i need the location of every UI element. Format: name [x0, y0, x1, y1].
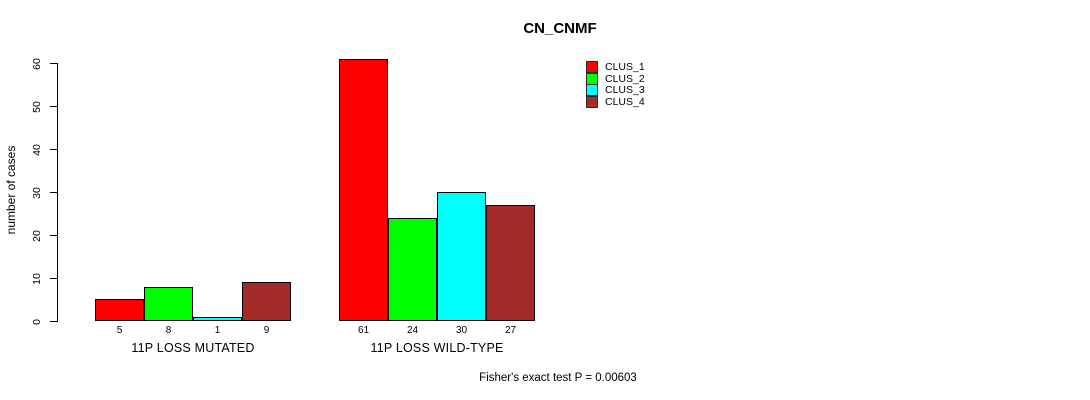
- y-tick-mark: [50, 321, 57, 322]
- legend-swatch-icon: [586, 61, 598, 73]
- bar-value-label: 5: [116, 325, 123, 336]
- bar-value-label: 1: [214, 325, 221, 336]
- bar-value-label: 9: [263, 325, 270, 336]
- legend-swatch-icon: [586, 96, 598, 109]
- category-label: 11P LOSS WILD-TYPE: [370, 341, 504, 355]
- y-tick-mark: [50, 149, 57, 150]
- bar-clus_2-2: [388, 218, 437, 321]
- bar-clus_2-1: [144, 287, 193, 321]
- legend-label: CLUS_1: [605, 61, 645, 73]
- footnote-text: Fisher's exact test P = 0.00603: [479, 372, 637, 384]
- legend-item-clus_1: CLUS_1: [586, 61, 645, 73]
- y-tick-mark: [50, 106, 57, 107]
- legend-item-clus_3: CLUS_3: [586, 84, 645, 97]
- chart-title: CN_CNMF: [523, 20, 597, 37]
- legend-item-clus_4: CLUS_4: [586, 96, 645, 109]
- y-tick-mark: [50, 278, 57, 279]
- y-axis-label: number of cases: [4, 145, 18, 235]
- y-tick-mark: [50, 235, 57, 236]
- y-tick-label: 50: [31, 100, 43, 113]
- y-tick-mark: [50, 192, 57, 193]
- bar-value-label: 61: [357, 325, 370, 336]
- bar-value-label: 27: [504, 325, 517, 336]
- y-tick-label: 30: [31, 186, 43, 199]
- y-tick-label: 20: [31, 229, 43, 242]
- legend-label: CLUS_2: [605, 72, 645, 85]
- legend-item-clus_2: CLUS_2: [586, 72, 645, 85]
- bar-clus_3-2: [437, 192, 486, 321]
- category-label: 11P LOSS MUTATED: [131, 341, 255, 355]
- legend-swatch-icon: [586, 84, 598, 97]
- legend-label: CLUS_3: [605, 84, 645, 97]
- bar-value-label: 8: [165, 325, 172, 336]
- y-axis-line: [57, 63, 59, 322]
- bar-value-label: 30: [455, 325, 468, 336]
- y-tick-label: 40: [31, 143, 43, 156]
- bar-value-label: 24: [406, 325, 419, 336]
- bar-clus_3-1: [193, 317, 242, 321]
- bar-clus_4-2: [486, 205, 535, 321]
- y-tick-label: 10: [31, 272, 43, 285]
- legend-swatch-icon: [586, 72, 598, 85]
- legend-label: CLUS_4: [605, 96, 645, 109]
- bar-clus_4-1: [242, 282, 291, 321]
- bar-clus_1-1: [95, 299, 144, 321]
- y-tick-label: 0: [31, 318, 43, 325]
- bar-clus_1-2: [339, 59, 388, 321]
- y-tick-mark: [50, 63, 57, 64]
- y-tick-label: 60: [31, 57, 43, 70]
